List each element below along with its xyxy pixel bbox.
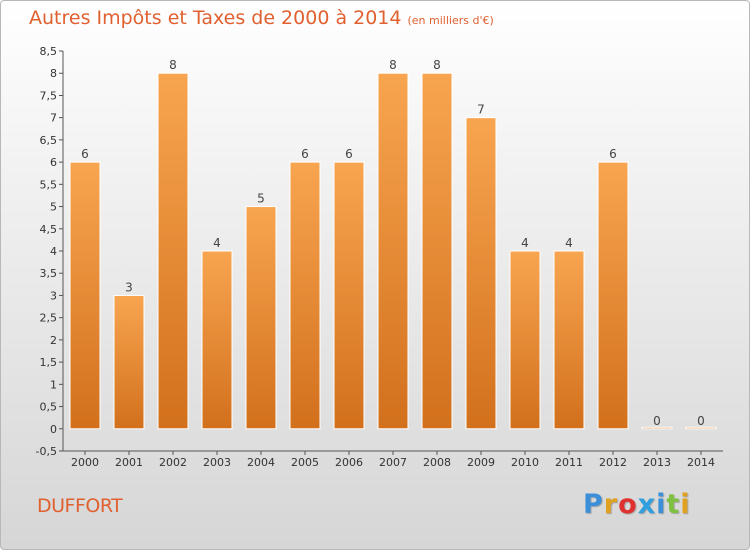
- bar-2011: [553, 250, 585, 430]
- bar-2004: [245, 206, 277, 430]
- y-tick-label: 0: [50, 423, 57, 436]
- bar-2001: [113, 294, 145, 430]
- logo-letter: r: [603, 489, 619, 520]
- axes: -0,5 0 0,5 1 1,5 2 2,5 3 3,5 4 4,5 5 5,5 6 6,5 7 7,5 8 8,5…: [36, 45, 723, 469]
- y-tick-label: 1: [50, 378, 57, 391]
- data-label: 4: [521, 236, 529, 250]
- data-label: 4: [213, 236, 221, 250]
- x-tick-label: 2005: [291, 456, 319, 469]
- x-tick-label: 2006: [335, 456, 363, 469]
- data-label: 4: [565, 236, 573, 250]
- chart-title: Autres Impôts et Taxes de 2000 à 2014 (en…: [29, 7, 494, 29]
- bar-2006: [333, 161, 365, 430]
- data-label: 8: [389, 58, 397, 72]
- x-tick-label: 2014: [687, 456, 715, 469]
- chart-title-text: Autres Impôts et Taxes de 2000 à 2014: [29, 7, 402, 29]
- bar-2002: [157, 72, 189, 430]
- bars: [69, 72, 717, 430]
- commune-name: DUFFORT: [37, 495, 123, 517]
- y-tick-label: 7,5: [40, 89, 58, 102]
- x-tick-label: 2012: [599, 456, 627, 469]
- logo-letter: P: [583, 489, 604, 520]
- y-tick-label: 3,5: [40, 267, 58, 280]
- data-label: 6: [609, 147, 617, 161]
- bar-2014: [685, 426, 717, 430]
- y-tick-label: -0,5: [36, 445, 57, 458]
- data-labels: 6 3 8 4 5 6 6 8 8 7 4 4 6 0 0: [81, 58, 705, 428]
- y-tick-label: 6,5: [40, 134, 58, 147]
- x-tick-label: 2003: [203, 456, 231, 469]
- data-label: 3: [125, 280, 133, 294]
- y-tick-label: 2,5: [40, 312, 58, 325]
- data-label: 8: [433, 58, 441, 72]
- bar-2008: [421, 72, 453, 430]
- bar-2009: [465, 117, 497, 430]
- data-label: 8: [169, 58, 177, 72]
- x-tick-label: 2009: [467, 456, 495, 469]
- logo-letter: i: [680, 489, 691, 520]
- y-tick-label: 8,5: [40, 45, 58, 58]
- y-tick-label: 3: [50, 289, 57, 302]
- x-tick-label: 2007: [379, 456, 407, 469]
- bar-2007: [377, 72, 409, 430]
- bar-2003: [201, 250, 233, 430]
- x-tick-label: 2010: [511, 456, 539, 469]
- logo-letter: x: [637, 489, 657, 520]
- x-tick-label: 2000: [71, 456, 99, 469]
- data-label: 6: [81, 147, 89, 161]
- logo-letter: t: [666, 489, 681, 520]
- y-tick-label: 1,5: [40, 356, 58, 369]
- data-label: 6: [301, 147, 309, 161]
- data-label: 0: [697, 414, 705, 428]
- data-label: 7: [477, 103, 485, 117]
- y-tick-label: 0,5: [40, 401, 58, 414]
- y-tick-label: 4,5: [40, 223, 58, 236]
- data-label: 5: [257, 192, 265, 206]
- proxiti-logo[interactable]: Proxiti: [583, 489, 691, 520]
- y-tick-label: 7: [50, 112, 57, 125]
- y-tick-label: 5,5: [40, 178, 58, 191]
- data-label: 0: [653, 414, 661, 428]
- y-tick-label: 6: [50, 156, 57, 169]
- y-tick-label: 2: [50, 334, 57, 347]
- x-tick-label: 2013: [643, 456, 671, 469]
- bar-2000: [69, 161, 101, 430]
- logo-letter: o: [618, 489, 638, 520]
- x-tick-label: 2011: [555, 456, 583, 469]
- x-tick-label: 2002: [159, 456, 187, 469]
- x-tick-label: 2001: [115, 456, 143, 469]
- y-tick-label: 8: [50, 67, 57, 80]
- chart-subtitle: (en milliers d'€): [407, 14, 494, 27]
- bar-2005: [289, 161, 321, 430]
- bar-2010: [509, 250, 541, 430]
- bar-2013: [641, 426, 673, 430]
- data-label: 6: [345, 147, 353, 161]
- bar-2012: [597, 161, 629, 430]
- y-tick-label: 5: [50, 201, 57, 214]
- y-tick-label: 4: [50, 245, 57, 258]
- x-tick-label: 2004: [247, 456, 275, 469]
- x-tick-label: 2008: [423, 456, 451, 469]
- logo-letter: i: [656, 489, 667, 520]
